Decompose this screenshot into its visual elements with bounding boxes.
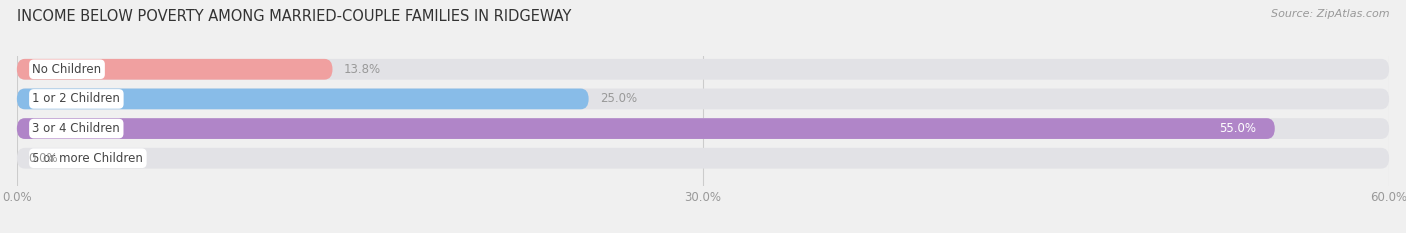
Text: 13.8%: 13.8% [344,63,381,76]
FancyBboxPatch shape [17,89,1389,109]
Text: 0.0%: 0.0% [28,152,58,165]
Text: 5 or more Children: 5 or more Children [32,152,143,165]
Text: 3 or 4 Children: 3 or 4 Children [32,122,120,135]
Text: Source: ZipAtlas.com: Source: ZipAtlas.com [1271,9,1389,19]
FancyBboxPatch shape [17,59,332,80]
FancyBboxPatch shape [17,118,1275,139]
Text: 55.0%: 55.0% [1219,122,1257,135]
Text: No Children: No Children [32,63,101,76]
FancyBboxPatch shape [17,118,1389,139]
FancyBboxPatch shape [17,59,1389,80]
FancyBboxPatch shape [17,148,1389,169]
FancyBboxPatch shape [17,89,589,109]
Text: 1 or 2 Children: 1 or 2 Children [32,93,121,105]
Text: 25.0%: 25.0% [600,93,637,105]
Text: INCOME BELOW POVERTY AMONG MARRIED-COUPLE FAMILIES IN RIDGEWAY: INCOME BELOW POVERTY AMONG MARRIED-COUPL… [17,9,571,24]
